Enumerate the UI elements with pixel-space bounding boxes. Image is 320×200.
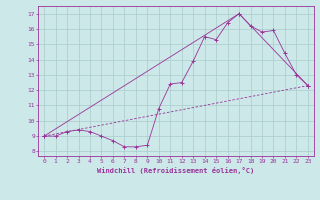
X-axis label: Windchill (Refroidissement éolien,°C): Windchill (Refroidissement éolien,°C) — [97, 167, 255, 174]
